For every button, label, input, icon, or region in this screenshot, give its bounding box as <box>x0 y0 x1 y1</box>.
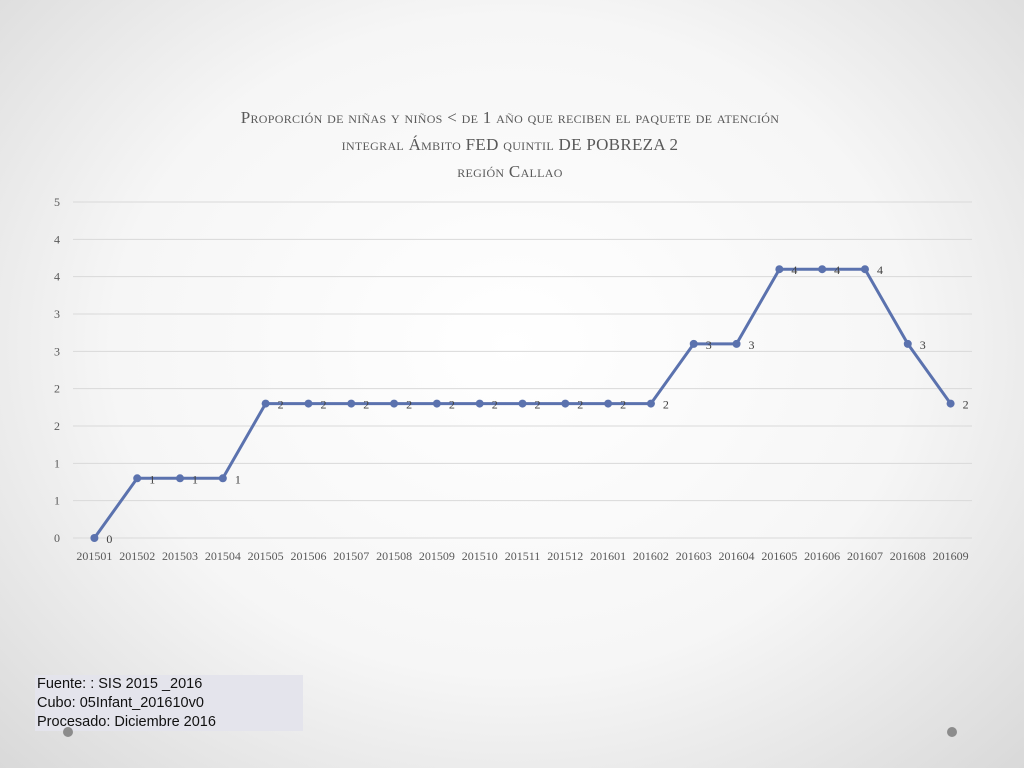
x-tick-label: 201510 <box>462 549 498 563</box>
x-tick-label: 201511 <box>505 549 541 563</box>
source-note: Fuente: : SIS 2015 _2016 Cubo: 05Infant_… <box>35 675 303 731</box>
x-tick-label: 201608 <box>890 549 926 563</box>
data-point <box>390 399 399 408</box>
data-label: 1 <box>149 472 155 486</box>
data-point <box>518 399 527 408</box>
data-label: 2 <box>406 398 412 412</box>
decorative-dot-left <box>63 727 73 737</box>
data-point <box>646 399 655 408</box>
data-point <box>176 474 185 483</box>
x-tick-label: 201504 <box>205 549 241 563</box>
data-point <box>561 399 570 408</box>
data-label: 3 <box>920 338 926 352</box>
data-label: 2 <box>363 398 369 412</box>
data-point <box>90 534 99 542</box>
x-tick-label: 201604 <box>719 549 755 563</box>
data-point <box>818 265 827 274</box>
data-point <box>432 399 441 408</box>
data-point <box>304 399 313 408</box>
chart-title-line-3: región Callao <box>457 162 563 181</box>
data-point <box>775 265 784 274</box>
data-label: 2 <box>663 398 669 412</box>
y-tick-label: 0 <box>54 531 60 545</box>
data-label: 2 <box>449 398 455 412</box>
data-label: 4 <box>834 263 840 277</box>
source-line-2: Cubo: 05Infant_201610v0 <box>37 695 204 711</box>
x-tick-label: 201505 <box>248 549 284 563</box>
x-tick-label: 201603 <box>676 549 712 563</box>
y-tick-label: 1 <box>54 494 60 508</box>
data-point <box>604 399 613 408</box>
x-tick-label: 201606 <box>804 549 840 563</box>
y-tick-label: 4 <box>54 270 60 284</box>
chart-title-line-1: Proporción de niñas y niños < de 1 año q… <box>240 108 780 127</box>
data-label: 3 <box>749 338 755 352</box>
data-point <box>218 474 227 483</box>
data-label: 4 <box>877 263 883 277</box>
data-point <box>133 474 142 483</box>
data-label: 2 <box>535 398 541 412</box>
data-point <box>946 399 955 408</box>
data-label: 1 <box>235 472 241 486</box>
x-tick-label: 201512 <box>547 549 583 563</box>
x-tick-label: 201508 <box>376 549 412 563</box>
data-point <box>903 339 912 348</box>
source-line-1: Fuente: : SIS 2015 _2016 <box>37 676 203 692</box>
y-tick-label: 5 <box>54 195 60 209</box>
x-tick-label: 201601 <box>590 549 626 563</box>
y-tick-label: 1 <box>54 456 60 470</box>
decorative-dot-right <box>947 727 957 737</box>
x-tick-label: 201507 <box>333 549 369 563</box>
chart-title-line-2: integral Ámbito FED quintil DE POBREZA 2 <box>341 135 679 154</box>
data-point <box>860 265 869 274</box>
x-tick-label: 201501 <box>76 549 112 563</box>
data-label: 4 <box>791 263 797 277</box>
data-point <box>732 339 741 348</box>
source-line-3: Procesado: Diciembre 2016 <box>37 714 216 730</box>
x-tick-label: 201509 <box>419 549 455 563</box>
data-point <box>475 399 484 408</box>
data-point <box>689 339 698 348</box>
data-point <box>347 399 356 408</box>
y-tick-label: 3 <box>54 344 60 358</box>
x-tick-label: 201506 <box>290 549 326 563</box>
x-tick-label: 201609 <box>933 549 969 563</box>
x-tick-label: 201602 <box>633 549 669 563</box>
data-label: 1 <box>192 472 198 486</box>
x-tick-label: 201607 <box>847 549 883 563</box>
x-tick-label: 201605 <box>761 549 797 563</box>
y-tick-label: 3 <box>54 307 60 321</box>
chart-title: Proporción de niñas y niños < de 1 año q… <box>60 104 960 185</box>
data-label: 2 <box>620 398 626 412</box>
data-point <box>261 399 270 408</box>
y-tick-label: 4 <box>54 232 60 246</box>
data-label: 2 <box>492 398 498 412</box>
data-label: 0 <box>106 532 112 546</box>
y-tick-label: 2 <box>54 419 60 433</box>
data-label: 2 <box>320 398 326 412</box>
y-tick-label: 2 <box>54 382 60 396</box>
data-label: 2 <box>278 398 284 412</box>
data-label: 3 <box>706 338 712 352</box>
data-label: 2 <box>963 398 969 412</box>
x-tick-label: 201502 <box>119 549 155 563</box>
x-tick-label: 201503 <box>162 549 198 563</box>
data-label: 2 <box>577 398 583 412</box>
